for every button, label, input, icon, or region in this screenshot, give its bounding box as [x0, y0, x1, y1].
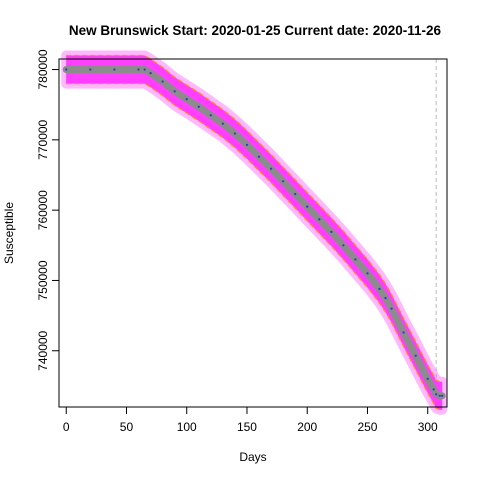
x-tick-label: 200 — [297, 420, 317, 434]
uncertainty-band — [66, 55, 443, 410]
data-point — [354, 258, 357, 261]
data-point — [330, 230, 333, 233]
x-tick-label: 100 — [177, 420, 197, 434]
data-point — [270, 167, 273, 170]
data-point — [221, 122, 224, 125]
data-point — [390, 307, 393, 310]
data-point — [366, 272, 369, 275]
data-point — [438, 394, 441, 397]
mean-line — [62, 66, 446, 400]
uncertainty-band-glow — [61, 50, 448, 415]
data-point — [432, 388, 435, 391]
data-point — [306, 205, 309, 208]
y-tick-label: 750000 — [36, 260, 50, 300]
data-point — [173, 90, 176, 93]
data-point — [65, 68, 68, 71]
y-axis-label: Susceptible — [2, 202, 16, 264]
y-tick-label: 740000 — [36, 330, 50, 370]
upper-bound-line — [66, 54, 443, 383]
data-point — [137, 68, 140, 71]
data-point — [149, 72, 152, 75]
x-axis: 0 50 100 150 200 250 300 — [63, 406, 438, 434]
data-point — [209, 114, 212, 117]
y-axis: 740000 750000 760000 770000 780000 — [36, 49, 60, 371]
data-point — [294, 192, 297, 196]
data-point — [197, 105, 200, 108]
data-point — [233, 132, 236, 135]
y-tick-label: 770000 — [36, 119, 50, 159]
lower-bound-line — [66, 82, 443, 411]
data-point — [245, 143, 249, 146]
data-point — [185, 98, 188, 101]
chart-title: New Brunswick Start: 2020-01-25 Current … — [69, 23, 442, 38]
data-point — [282, 180, 285, 183]
x-axis-label: Days — [239, 450, 266, 464]
data-point — [143, 68, 146, 71]
data-point — [402, 331, 405, 334]
data-point — [441, 394, 444, 397]
data-point — [318, 218, 321, 221]
y-tick-label: 780000 — [36, 49, 50, 89]
data-point — [342, 244, 345, 247]
plot-frame — [58, 58, 448, 408]
x-tick-label: 50 — [120, 420, 134, 434]
x-tick-label: 0 — [63, 420, 70, 434]
y-tick-label: 760000 — [36, 190, 50, 230]
plot-area — [61, 50, 448, 415]
data-point — [384, 296, 387, 300]
data-point — [113, 68, 116, 71]
data-point — [161, 80, 164, 83]
data-point — [257, 155, 261, 158]
data-point — [426, 377, 429, 380]
data-point — [435, 393, 438, 396]
x-tick-label: 300 — [418, 420, 438, 434]
x-tick-label: 150 — [237, 420, 257, 434]
data-point — [414, 354, 417, 357]
data-point — [89, 68, 92, 71]
data-point — [378, 287, 381, 290]
x-tick-label: 250 — [357, 420, 377, 434]
